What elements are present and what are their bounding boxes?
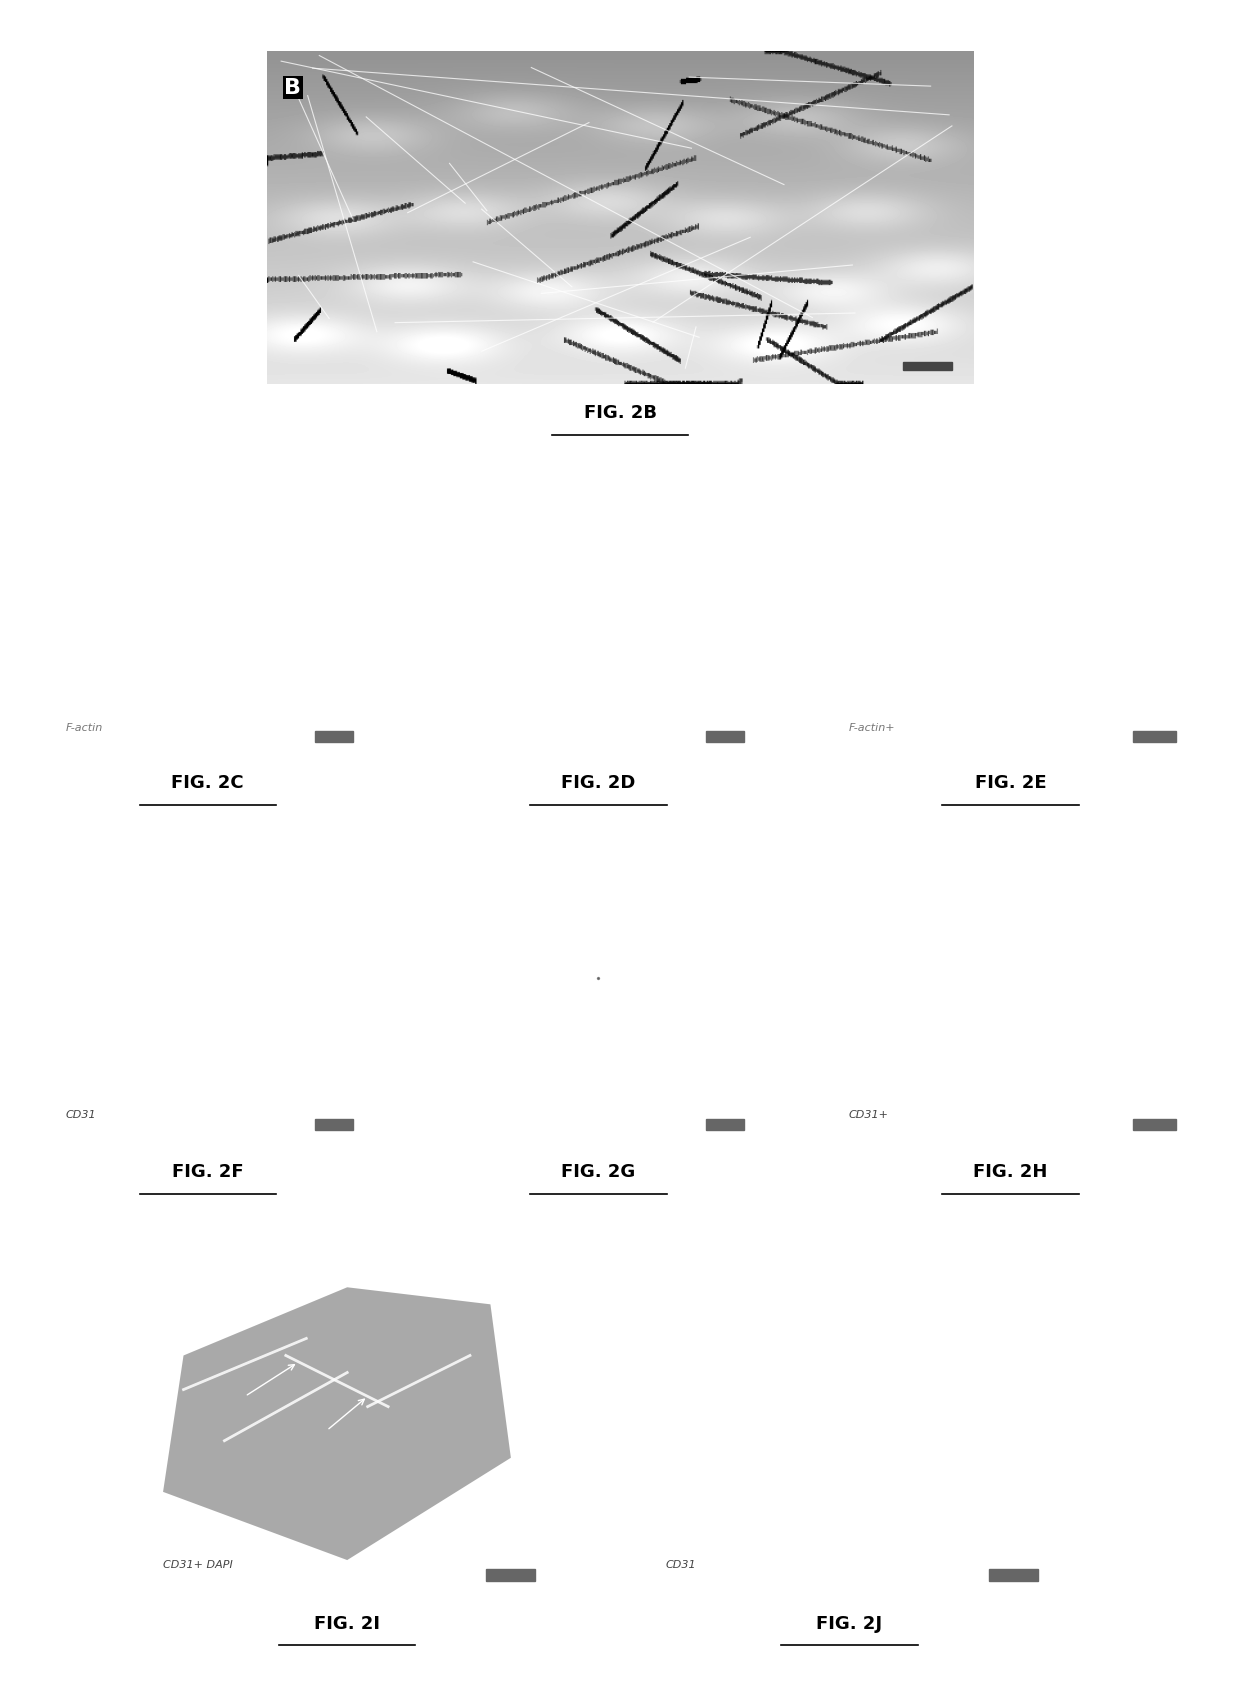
Point <box>221 1020 241 1047</box>
Bar <box>988 1569 1038 1581</box>
Point <box>306 876 326 904</box>
Bar <box>903 361 952 370</box>
Text: C: C <box>62 471 84 500</box>
Point <box>965 955 985 982</box>
Text: CD31: CD31 <box>66 1110 95 1120</box>
Point <box>82 919 102 946</box>
Text: CD31+: CD31+ <box>849 1110 889 1120</box>
Bar <box>486 1569 536 1581</box>
Point <box>219 870 239 897</box>
Bar <box>1133 731 1176 742</box>
Point <box>766 1352 786 1379</box>
Text: F: F <box>62 842 83 871</box>
Point <box>928 1446 947 1473</box>
Text: FIG. 2H: FIG. 2H <box>973 1163 1048 1182</box>
Point <box>164 1032 184 1059</box>
Point <box>588 965 608 992</box>
Text: FIG. 2F: FIG. 2F <box>172 1163 243 1182</box>
Text: H: H <box>846 842 862 861</box>
Point <box>151 1061 171 1088</box>
Text: FIG. 2B: FIG. 2B <box>584 404 656 423</box>
Point <box>777 1347 797 1374</box>
Text: G: G <box>453 842 477 871</box>
Bar <box>706 731 744 742</box>
Bar <box>315 731 353 742</box>
Bar <box>1133 1118 1176 1130</box>
Point <box>892 1488 911 1516</box>
Point <box>930 1415 950 1442</box>
Text: CD31+ DAPI: CD31+ DAPI <box>164 1560 233 1570</box>
Text: CD31: CD31 <box>666 1560 696 1570</box>
Text: FIG. 2C: FIG. 2C <box>171 774 244 793</box>
Point <box>892 1378 911 1405</box>
Text: FIG. 2G: FIG. 2G <box>562 1163 635 1182</box>
Text: I: I <box>159 1270 166 1289</box>
Point <box>289 987 309 1014</box>
Text: FIG. 2J: FIG. 2J <box>816 1615 883 1633</box>
Polygon shape <box>164 1287 511 1560</box>
Text: FIG. 2I: FIG. 2I <box>314 1615 381 1633</box>
Text: F-actin+: F-actin+ <box>849 723 895 733</box>
Bar <box>706 1118 744 1130</box>
Point <box>982 924 1002 951</box>
Bar <box>315 1118 353 1130</box>
Point <box>196 984 216 1011</box>
Text: D: D <box>453 471 479 500</box>
Text: FIG. 2D: FIG. 2D <box>562 774 635 793</box>
Text: E: E <box>846 471 858 489</box>
Text: B: B <box>284 78 301 97</box>
Text: FIG. 2E: FIG. 2E <box>975 774 1047 793</box>
Point <box>1018 1018 1038 1045</box>
Text: J: J <box>661 1270 668 1289</box>
Text: F-actin: F-actin <box>66 723 103 733</box>
Point <box>1073 987 1092 1014</box>
